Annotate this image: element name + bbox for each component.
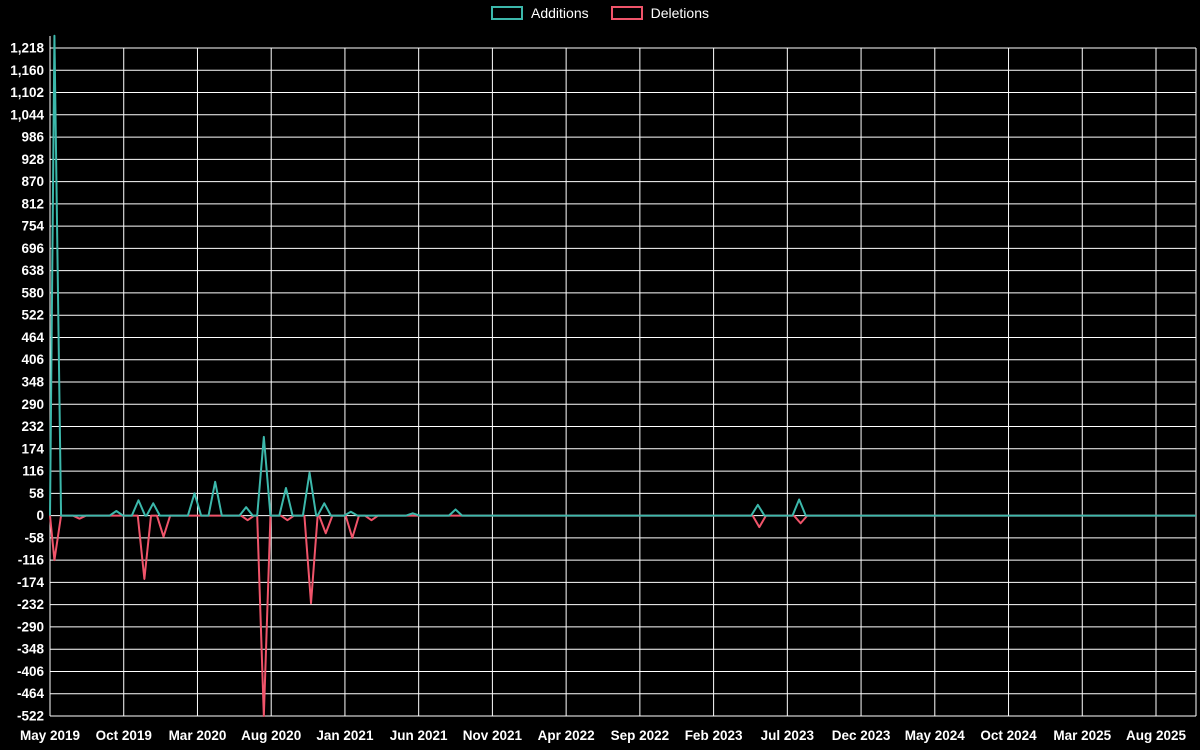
y-tick-label: 174: [21, 441, 44, 456]
x-tick-label: Sep 2022: [611, 728, 670, 743]
y-tick-label: -232: [17, 597, 44, 612]
x-tick-label: Aug 2025: [1126, 728, 1187, 743]
y-tick-label: 464: [21, 330, 44, 345]
y-tick-label: 1,160: [10, 63, 44, 78]
y-tick-label: 754: [21, 219, 44, 234]
y-tick-label: 1,218: [10, 41, 44, 56]
x-tick-label: Jan 2021: [316, 728, 374, 743]
y-tick-label: -174: [17, 575, 45, 590]
y-tick-label: 696: [21, 241, 44, 256]
y-tick-label: -464: [17, 686, 45, 701]
y-tick-label: 1,044: [10, 107, 44, 122]
x-tick-label: Mar 2025: [1053, 728, 1111, 743]
deletions-legend-label: Deletions: [650, 5, 709, 21]
legend-item-deletions: Deletions: [610, 5, 709, 21]
y-tick-label: 522: [21, 308, 44, 323]
y-tick-label: -58: [24, 530, 44, 545]
deletions-swatch: [610, 6, 643, 20]
y-tick-label: 0: [36, 508, 44, 523]
x-tick-label: Oct 2024: [980, 728, 1037, 743]
y-tick-label: 580: [21, 285, 44, 300]
x-tick-label: Nov 2021: [463, 728, 523, 743]
deletions-line: [49, 514, 1196, 717]
chart-legend: Additions Deletions: [0, 6, 1200, 20]
y-tick-label: 870: [21, 174, 44, 189]
legend-item-additions: Additions: [491, 6, 589, 20]
y-tick-label: 116: [22, 464, 44, 479]
y-tick-label: -290: [17, 619, 44, 634]
x-tick-label: Feb 2023: [685, 728, 743, 743]
y-tick-label: -348: [17, 642, 45, 657]
x-tick-label: Jul 2023: [761, 728, 815, 743]
x-tick-label: Dec 2023: [832, 728, 891, 743]
y-tick-label: 290: [21, 397, 44, 412]
x-tick-label: May 2024: [905, 728, 966, 743]
y-tick-label: -522: [17, 709, 44, 724]
x-tick-label: May 2019: [20, 728, 80, 743]
additions-line: [49, 34, 1196, 517]
y-tick-label: 812: [21, 196, 44, 211]
y-tick-label: -406: [17, 664, 45, 679]
y-tick-label: -116: [18, 553, 45, 568]
y-tick-label: 232: [21, 419, 44, 434]
additions-legend-label: Additions: [531, 5, 589, 21]
y-tick-label: 638: [21, 263, 44, 278]
x-tick-label: Apr 2022: [538, 728, 595, 743]
x-tick-label: Aug 2020: [241, 728, 301, 743]
y-tick-label: 986: [21, 130, 44, 145]
x-tick-label: Jun 2021: [390, 728, 448, 743]
x-tick-label: Mar 2020: [169, 728, 227, 743]
y-tick-label: 348: [21, 375, 44, 390]
y-tick-label: 406: [21, 352, 44, 367]
y-tick-label: 58: [29, 486, 45, 501]
y-tick-label: 928: [21, 152, 44, 167]
additions-swatch: [491, 6, 524, 20]
x-tick-label: Oct 2019: [96, 728, 152, 743]
y-tick-label: 1,102: [10, 85, 44, 100]
